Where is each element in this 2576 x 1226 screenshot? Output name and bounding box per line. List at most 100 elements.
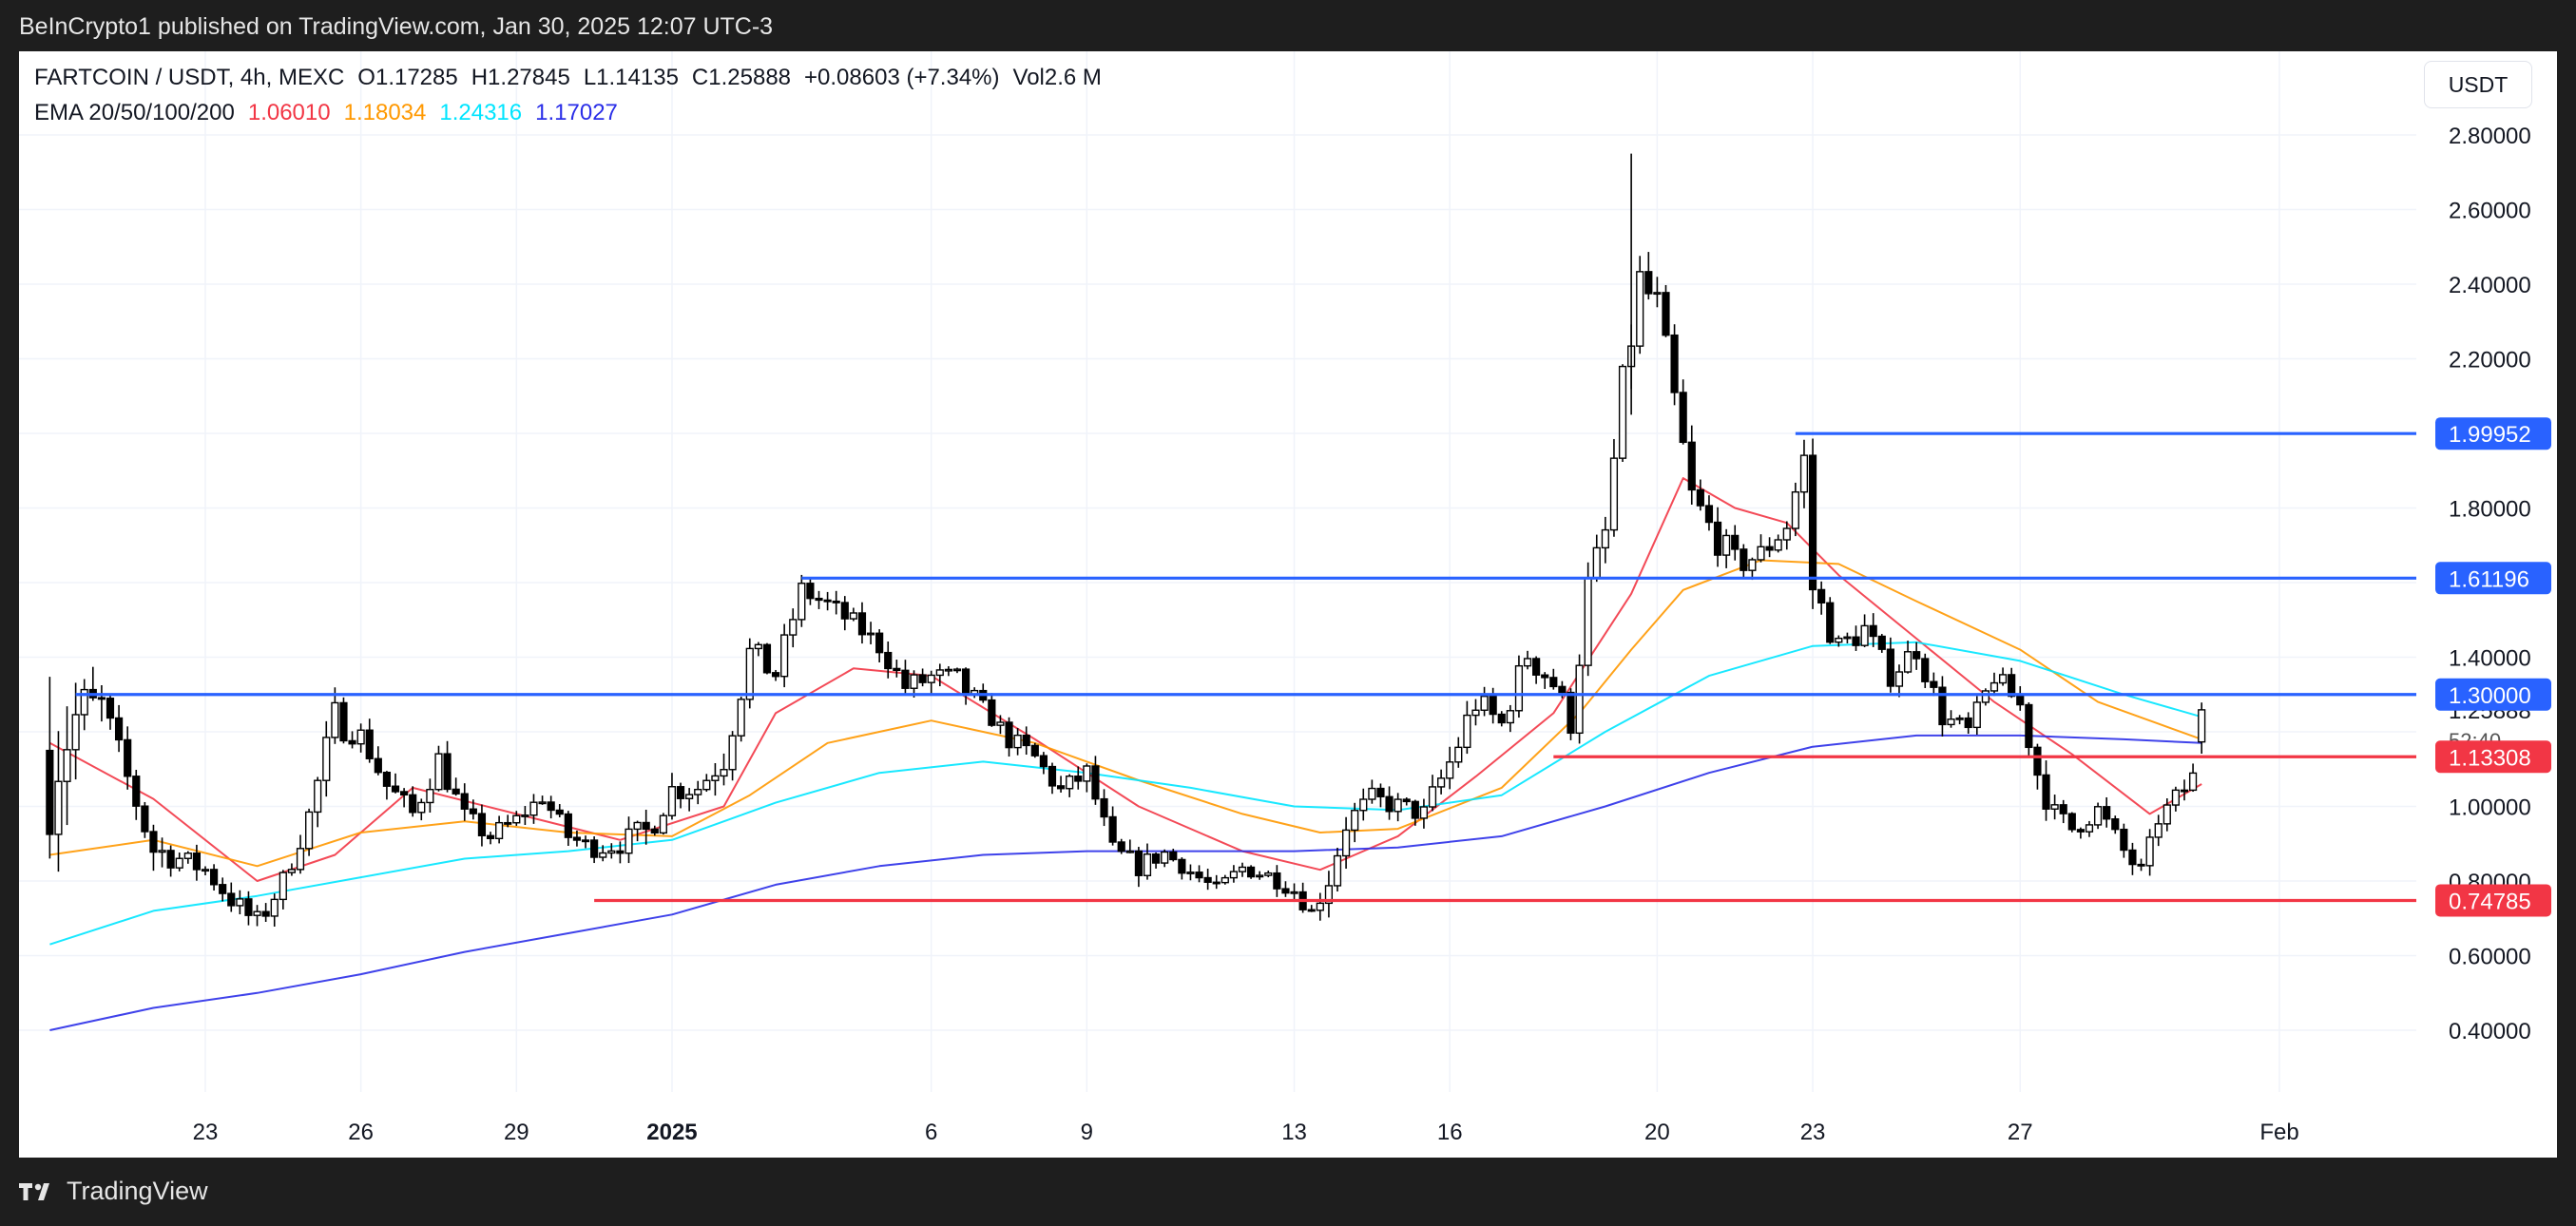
- candle-body: [1575, 664, 1584, 735]
- candle: [287, 863, 297, 876]
- tradingview-logo[interactable]: TradingView: [19, 1177, 208, 1206]
- candle-body: [1039, 755, 1048, 768]
- candle: [840, 596, 849, 631]
- candle-body: [728, 735, 737, 771]
- candle: [1618, 364, 1627, 462]
- ema-100-value: 1.24316: [439, 100, 523, 125]
- candle-body: [918, 674, 927, 683]
- candle-body: [1273, 872, 1281, 890]
- candle-body: [1324, 885, 1334, 905]
- candle-body: [287, 869, 297, 873]
- candle: [857, 602, 867, 644]
- candle-body: [1877, 635, 1886, 650]
- candle: [659, 813, 667, 835]
- candle-body: [192, 852, 202, 871]
- candle-body: [2103, 806, 2111, 820]
- candle: [1307, 905, 1316, 912]
- candle-body: [2171, 789, 2181, 806]
- ema-label[interactable]: EMA 20/50/100/200: [34, 100, 235, 125]
- candle: [1238, 862, 1247, 877]
- candle-body: [1670, 334, 1679, 393]
- chart-panel[interactable]: FARTCOIN / USDT, 4h, MEXC O1.17285 H1.27…: [19, 51, 2557, 1158]
- candle: [789, 608, 798, 648]
- y-tick-label: 1.00000: [2449, 795, 2531, 821]
- candle: [685, 788, 694, 812]
- candle-body: [1022, 734, 1030, 747]
- candle: [607, 843, 616, 859]
- candle-body: [1229, 871, 1239, 879]
- symbol-label[interactable]: FARTCOIN / USDT, 4h, MEXC: [34, 65, 345, 90]
- candle: [720, 753, 728, 786]
- candle-body: [166, 850, 175, 869]
- candle-body: [201, 869, 210, 872]
- candle-body: [1368, 787, 1376, 800]
- candle: [1161, 849, 1169, 868]
- y-tick-label: 0.40000: [2449, 1019, 2531, 1044]
- y-tick-label: 2.20000: [2449, 348, 2531, 374]
- candle-body: [1005, 721, 1013, 749]
- candle: [927, 670, 935, 697]
- candle: [149, 824, 158, 872]
- change-value: +0.08603 (+7.34%): [804, 65, 1000, 90]
- candle: [1394, 793, 1402, 822]
- candle: [1083, 763, 1091, 793]
- candle-body: [823, 599, 832, 603]
- candle: [676, 782, 685, 809]
- candle-body: [305, 811, 314, 850]
- candle: [132, 769, 141, 820]
- candle-body: [832, 600, 840, 603]
- candle: [374, 746, 382, 776]
- candle: [469, 799, 477, 820]
- candle-body: [1713, 521, 1722, 556]
- candle-body: [650, 828, 659, 834]
- candle-body: [1894, 671, 1904, 687]
- candle-body: [495, 821, 504, 839]
- candle: [2128, 842, 2137, 875]
- candle: [1376, 783, 1385, 808]
- candle-body: [149, 831, 158, 853]
- candle: [2059, 799, 2067, 824]
- candle-body: [2050, 804, 2059, 810]
- level-badge-label: 1.99952: [2449, 422, 2531, 448]
- candle: [538, 795, 547, 805]
- candle: [2111, 815, 2120, 834]
- candle: [996, 715, 1005, 735]
- candle: [97, 684, 106, 722]
- candle: [555, 804, 564, 817]
- candle-body: [1921, 658, 1930, 682]
- candle: [1575, 654, 1584, 744]
- close-value: C1.25888: [691, 65, 792, 90]
- candle: [1791, 482, 1799, 537]
- candle: [486, 832, 495, 845]
- candle: [1679, 379, 1687, 445]
- candle: [2103, 796, 2111, 828]
- candle: [1359, 788, 1368, 821]
- volume-value: Vol2.6 M: [1012, 65, 1102, 90]
- candle: [1446, 746, 1454, 790]
- candle: [1212, 874, 1221, 890]
- candle: [1532, 656, 1541, 684]
- candle: [633, 820, 642, 842]
- candle-body: [1869, 624, 1877, 638]
- candle-body: [1161, 851, 1169, 864]
- candle: [547, 795, 555, 819]
- currency-unit-button[interactable]: USDT: [2424, 61, 2532, 108]
- candle: [2198, 702, 2206, 755]
- candle-body: [1074, 776, 1083, 782]
- footer-brand: TradingView: [67, 1177, 208, 1205]
- candle-body: [1316, 902, 1324, 911]
- ema-50-value: 1.18034: [343, 100, 427, 125]
- candle: [771, 669, 780, 681]
- candle-body: [815, 597, 823, 602]
- candle-body: [711, 775, 720, 781]
- candle: [2154, 814, 2163, 847]
- candle-body: [762, 643, 772, 674]
- candle-body: [348, 739, 356, 745]
- candle-body: [1740, 548, 1748, 571]
- candle: [1316, 892, 1324, 921]
- candle: [1799, 439, 1809, 508]
- candle: [331, 687, 339, 744]
- price-chart[interactable]: 2.80000 2.60000 2.40000 2.20000 1.80000 1.400…: [19, 51, 2557, 1158]
- candle-body: [1030, 744, 1039, 757]
- candle: [1022, 726, 1030, 756]
